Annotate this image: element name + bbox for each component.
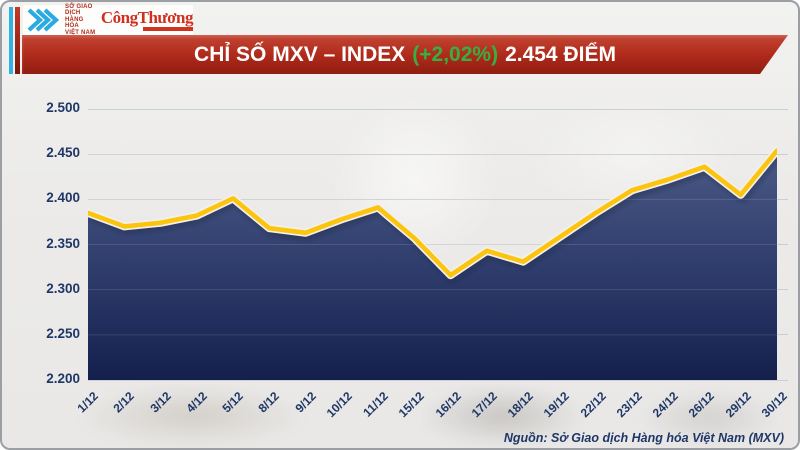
- y-axis-tick-label: 2.300: [46, 280, 80, 296]
- exchange-name-line: SỞ GIAO DỊCH: [65, 3, 93, 17]
- x-axis-tick-label: 19/12: [541, 389, 573, 421]
- x-axis-tick-label: 2/12: [110, 389, 138, 416]
- y-axis-tick-label: 2.200: [46, 371, 80, 386]
- logo: SỞ GIAO DỊCH HÀNG HÓA VIỆT NAM CôngThươn…: [23, 4, 194, 37]
- exchange-name-line: HÀNG HÓA: [65, 16, 84, 30]
- x-axis-tick-label: 15/12: [396, 389, 428, 421]
- exchange-name: SỞ GIAO DỊCH HÀNG HÓA VIỆT NAM: [65, 4, 97, 37]
- x-axis-tick-label: 5/12: [219, 389, 246, 416]
- source-note: Nguồn: Sở Giao dịch Hàng hóa Việt Nam (M…: [503, 431, 784, 445]
- gridline: [88, 379, 788, 381]
- x-axis-tick-label: 3/12: [146, 389, 174, 416]
- y-axis-tick-label: 2.500: [46, 100, 80, 115]
- title-banner: CHỈ SỐ MXV – INDEX (+2,02%) 2.454 ĐIỂM: [22, 35, 788, 74]
- y-axis-tick-label: 2.450: [46, 145, 80, 161]
- y-axis-tick-label: 2.400: [46, 190, 80, 206]
- x-axis-tick-label: 9/12: [292, 389, 319, 416]
- x-axis-tick-label: 10/12: [323, 389, 355, 421]
- chart-title: CHỈ SỐ MXV – INDEX: [194, 42, 406, 66]
- accent-stripe-cyan: [9, 7, 13, 74]
- x-axis-tick-label: 22/12: [577, 389, 609, 421]
- x-axis-tick-label: 29/12: [722, 389, 754, 421]
- x-axis-tick-label: 11/12: [360, 389, 391, 420]
- x-axis-tick-label: 4/12: [183, 389, 210, 416]
- x-axis-tick-label: 24/12: [649, 389, 682, 421]
- x-axis-tick-label: 26/12: [686, 389, 718, 421]
- congthuong-logo-text: CôngThương: [100, 8, 194, 27]
- y-axis-tick-label: 2.250: [46, 325, 80, 341]
- x-axis-tick-label: 8/12: [255, 389, 283, 416]
- y-axis-tick-label: 2.350: [46, 235, 80, 251]
- mxv-logo-icon: [27, 8, 60, 32]
- x-axis-tick-label: 1/12: [74, 389, 101, 416]
- x-axis-tick-label: 23/12: [613, 389, 645, 421]
- chart-value: 2.454 ĐIỂM: [505, 42, 616, 66]
- accent-stripe-red: [15, 7, 20, 74]
- chart-change-percent: (+2,02%): [412, 42, 499, 66]
- x-axis-tick-label: 17/12: [468, 389, 500, 421]
- x-axis-tick-label: 16/12: [432, 389, 464, 421]
- exchange-name-line: VIỆT NAM: [65, 29, 96, 36]
- congthuong-logo: CôngThương: [100, 8, 194, 31]
- x-axis-tick-label: 18/12: [504, 389, 537, 421]
- x-axis-tick-label: 30/12: [758, 389, 790, 421]
- congthuong-underline: [143, 27, 193, 31]
